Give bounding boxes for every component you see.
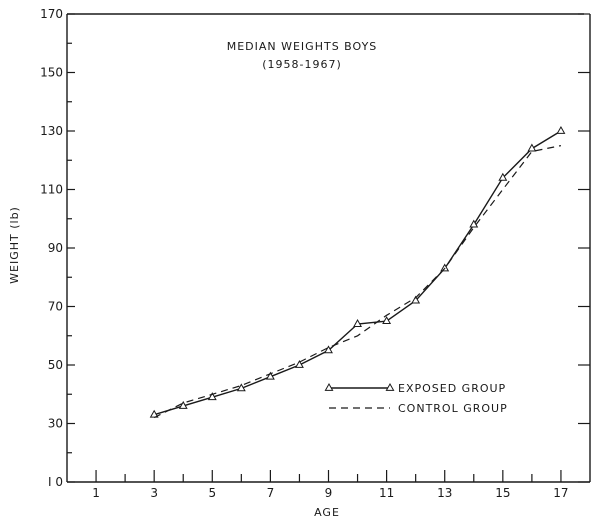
data-point-exposed	[498, 172, 508, 181]
data-point-exposed	[382, 316, 392, 325]
x-axis-title: AGE	[314, 506, 340, 519]
data-point-exposed	[469, 219, 479, 228]
x-tick-label: 15	[495, 486, 510, 500]
x-tick-label: 9	[325, 486, 333, 500]
data-point-exposed	[556, 125, 566, 134]
data-point-exposed	[353, 319, 363, 327]
series-lines	[149, 125, 566, 419]
x-tick-label: 3	[150, 486, 158, 500]
y-tick-label: 150	[40, 66, 63, 80]
legend-label-exposed: EXPOSED GROUP	[398, 382, 506, 395]
y-axis-title: WEIGHT (lb)	[8, 206, 21, 284]
y-tick-label: 70	[48, 300, 63, 314]
y-tick-label: I 0	[48, 475, 63, 489]
data-point-exposed	[178, 400, 188, 409]
series-line-control	[153, 145, 562, 419]
y-tick-label: 110	[40, 183, 63, 197]
data-point-exposed	[324, 345, 333, 354]
y-tick-label: 50	[48, 358, 63, 372]
x-tick-label: 17	[553, 486, 568, 500]
x-tick-label: 5	[208, 486, 216, 500]
x-tick-label: 1	[92, 486, 100, 500]
plot-frame	[66, 13, 591, 483]
y-tick-label: 30	[48, 417, 63, 431]
chart-title: MEDIAN WEIGHTS BOYS	[227, 40, 378, 53]
legend-marker-exposed	[324, 382, 334, 391]
data-point-exposed	[236, 383, 246, 392]
y-tick-label: 130	[40, 124, 63, 138]
x-tick-label: 11	[379, 486, 394, 500]
data-point-exposed	[207, 392, 217, 401]
x-tick-label: 13	[437, 486, 452, 500]
data-point-exposed	[527, 143, 537, 152]
data-point-exposed	[411, 295, 421, 304]
y-tick-label: 170	[40, 7, 63, 21]
chart-subtitle: (1958-1967)	[262, 58, 342, 71]
legend-label-control: CONTROL GROUP	[398, 402, 508, 415]
legend: EXPOSED GROUP CONTROL GROUP	[324, 382, 508, 415]
legend-marker-exposed	[385, 382, 395, 391]
data-point-exposed	[440, 263, 450, 272]
y-tick-label: 90	[48, 241, 63, 255]
data-point-exposed	[265, 371, 275, 380]
x-tick-label: 7	[267, 486, 275, 500]
data-point-exposed	[294, 359, 304, 368]
series-line-exposed	[153, 130, 562, 416]
